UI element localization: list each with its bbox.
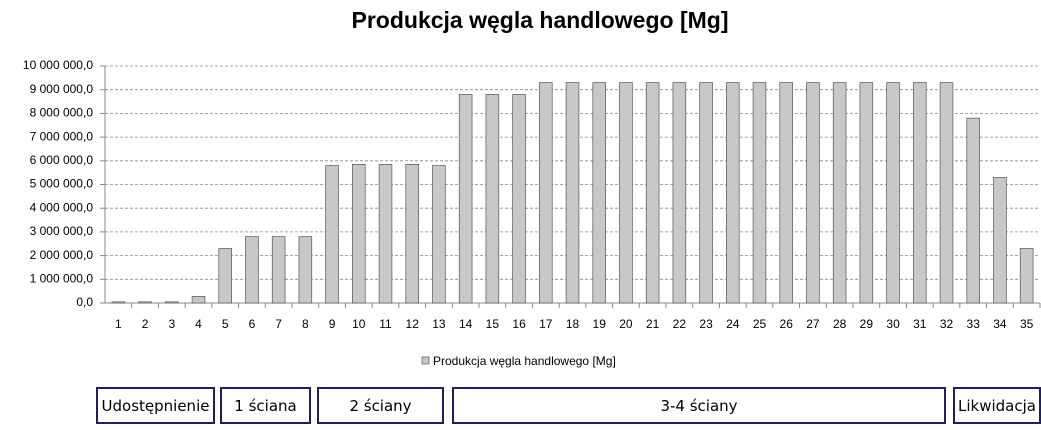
x-tick-label: 27 <box>806 317 820 331</box>
bar <box>111 301 126 304</box>
bar <box>165 301 179 304</box>
phase-box: Likwidacja <box>953 387 1041 424</box>
bar <box>939 82 954 304</box>
bar <box>645 82 660 304</box>
legend-swatch <box>421 356 430 365</box>
x-tick-label: 33 <box>967 317 981 331</box>
bar <box>859 82 874 304</box>
x-tick-label: 19 <box>593 317 607 331</box>
x-tick-label: 21 <box>646 317 660 331</box>
x-tick-label: 8 <box>302 317 309 331</box>
x-tick-label: 23 <box>699 317 713 331</box>
x-tick-label: 4 <box>195 317 202 331</box>
x-tick-label: 29 <box>860 317 874 331</box>
x-tick-label: 34 <box>993 317 1007 331</box>
x-tick-label: 35 <box>1020 317 1034 331</box>
x-tick-label: 3 <box>168 317 175 331</box>
x-tick-label: 2 <box>142 317 149 331</box>
bar <box>672 82 687 304</box>
bar <box>378 164 393 304</box>
y-tick-label: 4 000 000,0 <box>30 200 94 214</box>
phase-box: 3-4 ściany <box>452 387 946 424</box>
bar <box>245 236 259 304</box>
x-tick-label: 9 <box>329 317 336 331</box>
y-tick-label: 3 000 000,0 <box>30 224 94 238</box>
x-tick-label: 18 <box>566 317 580 331</box>
bar <box>886 82 900 304</box>
bar <box>565 82 580 304</box>
bar <box>619 82 633 304</box>
bar <box>1019 248 1034 304</box>
bar <box>832 82 847 304</box>
y-tick-label: 9 000 000,0 <box>30 82 94 96</box>
bar <box>699 82 713 304</box>
x-tick-label: 14 <box>459 317 473 331</box>
bar <box>806 82 820 304</box>
x-tick-label: 11 <box>379 317 392 331</box>
phase-box: Udostępnienie <box>96 387 215 424</box>
y-tick-label: 5 000 000,0 <box>30 177 94 191</box>
bar <box>592 82 606 304</box>
bar <box>218 248 232 304</box>
x-tick-label: 22 <box>673 317 687 331</box>
x-tick-label: 13 <box>432 317 446 331</box>
x-tick-label: 30 <box>886 317 900 331</box>
x-tick-label: 28 <box>833 317 847 331</box>
phase-box: 1 ściana <box>220 387 311 424</box>
y-tick-label: 10 000 000,0 <box>23 58 93 72</box>
bar <box>352 164 366 304</box>
bar <box>191 296 206 304</box>
bar <box>405 164 419 304</box>
bar <box>325 165 339 304</box>
bar <box>726 82 740 304</box>
bar <box>458 94 473 304</box>
x-tick-label: 25 <box>753 317 767 331</box>
x-tick-label: 7 <box>275 317 282 331</box>
bar <box>779 82 793 304</box>
x-tick-label: 5 <box>222 317 229 331</box>
bar <box>752 82 767 304</box>
bar <box>913 82 927 304</box>
phase-box: 2 ściany <box>317 387 444 424</box>
bar <box>432 165 446 304</box>
y-tick-label: 2 000 000,0 <box>30 248 94 262</box>
x-tick-label: 6 <box>249 317 256 331</box>
x-tick-label: 31 <box>913 317 927 331</box>
y-tick-label: 6 000 000,0 <box>30 153 94 167</box>
legend-label: Produkcja węgla handlowego [Mg] <box>433 354 616 368</box>
y-tick-label: 8 000 000,0 <box>30 106 94 120</box>
x-tick-label: 16 <box>512 317 526 331</box>
y-tick-label: 1 000 000,0 <box>30 271 94 285</box>
x-tick-label: 32 <box>940 317 954 331</box>
bar <box>298 236 313 304</box>
x-tick-label: 15 <box>486 317 500 331</box>
bar <box>271 236 286 304</box>
bar <box>966 117 980 304</box>
bar <box>993 177 1007 304</box>
x-tick-label: 10 <box>352 317 366 331</box>
x-tick-label: 12 <box>406 317 420 331</box>
x-tick-label: 24 <box>726 317 740 331</box>
bar <box>138 301 152 304</box>
y-tick-label: 7 000 000,0 <box>30 129 94 143</box>
chart-title: Produkcja węgla handlowego [Mg] <box>352 7 729 33</box>
x-tick-label: 1 <box>115 317 122 331</box>
x-tick-label: 26 <box>780 317 794 331</box>
bar <box>539 82 553 304</box>
bar <box>485 94 500 304</box>
x-tick-label: 17 <box>539 317 553 331</box>
bar <box>512 94 526 304</box>
x-tick-label: 20 <box>619 317 633 331</box>
chart: Produkcja węgla handlowego [Mg] 0,0 1 000… <box>23 7 1041 368</box>
y-tick-label: 0,0 <box>76 295 93 309</box>
